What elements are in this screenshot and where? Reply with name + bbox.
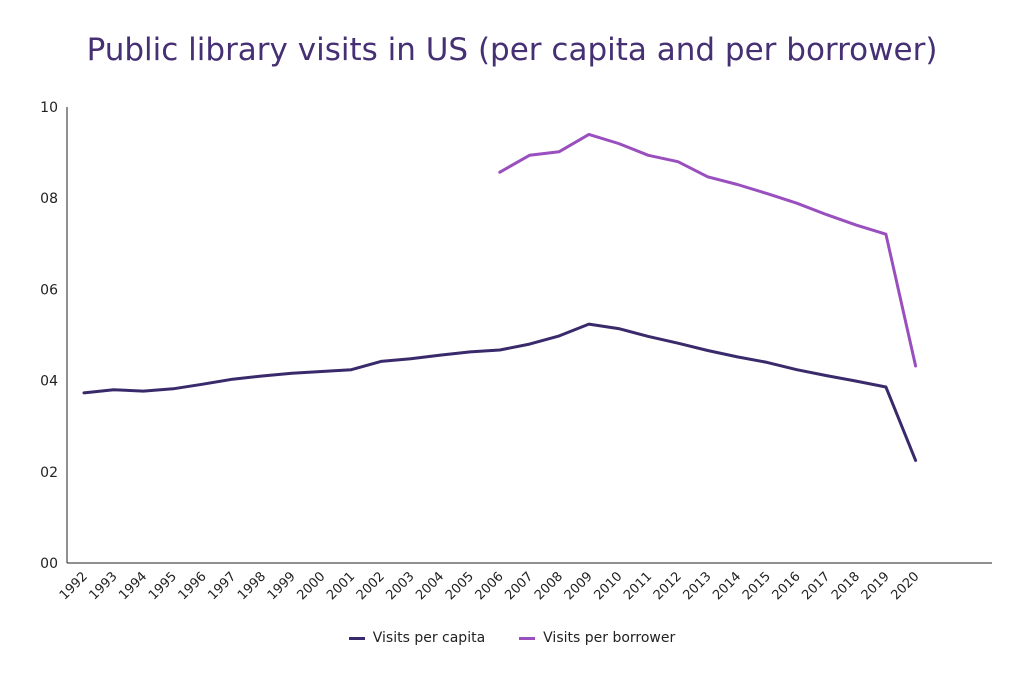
x-tick-label: 1998: [235, 569, 269, 603]
series-line-visits-per-capita: [82, 322, 918, 462]
y-tick-label: 06: [40, 282, 58, 298]
x-tick-label: 1993: [87, 569, 121, 603]
x-tick-label: 1995: [146, 569, 180, 603]
y-tick-label: 02: [40, 465, 58, 481]
y-tick-label: 08: [40, 191, 58, 207]
x-tick-label: 2008: [532, 569, 566, 603]
legend-item-per-borrower: Visits per borrower: [519, 630, 675, 646]
x-tick-label: 2012: [651, 569, 685, 603]
x-tick-label: 2010: [591, 569, 625, 603]
x-tick-label: 2009: [562, 569, 596, 603]
legend-swatch-per-capita: [348, 636, 365, 640]
series-line-visits-per-borrower: [498, 132, 918, 368]
x-tick-label: 1997: [205, 569, 239, 603]
x-tick-label: 2016: [770, 569, 804, 603]
x-tick-label: 2002: [354, 569, 388, 603]
x-tick-label: 2013: [681, 569, 715, 603]
y-tick-label: 00: [40, 556, 58, 572]
legend-swatch-per-borrower: [519, 636, 536, 640]
legend-label-per-capita: Visits per capita: [372, 630, 486, 646]
x-tick-label: 1996: [176, 569, 210, 603]
x-tick-label: 2018: [829, 569, 863, 603]
x-tick-label: 2000: [294, 569, 328, 603]
x-tick-label: 2005: [443, 569, 477, 603]
x-tick-label: 2017: [799, 569, 833, 603]
legend: Visits per capita Visits per borrower: [0, 630, 1024, 646]
legend-label-per-borrower: Visits per borrower: [543, 630, 676, 646]
chart-title: Public library visits in US (per capita …: [86, 32, 938, 68]
x-tick-label: 2004: [413, 569, 447, 603]
y-tick-label: 10: [40, 100, 58, 116]
x-tick-label: 1992: [57, 569, 91, 603]
y-tick-label: 04: [40, 374, 58, 390]
x-tick-label: 2011: [621, 569, 655, 603]
x-tick-label: 2014: [710, 569, 744, 603]
x-tick-label: 2006: [473, 569, 507, 603]
x-tick-label: 1999: [265, 569, 299, 603]
x-tick-label: 2007: [502, 569, 536, 603]
x-tick-label: 2020: [888, 569, 922, 603]
x-tick-label: 2001: [324, 569, 358, 603]
legend-item-per-capita: Visits per capita: [348, 630, 486, 646]
x-tick-label: 2015: [740, 569, 774, 603]
x-tick-label: 2003: [384, 569, 418, 603]
x-tick-label: 1994: [116, 569, 150, 603]
x-tick-label: 2019: [859, 569, 893, 603]
